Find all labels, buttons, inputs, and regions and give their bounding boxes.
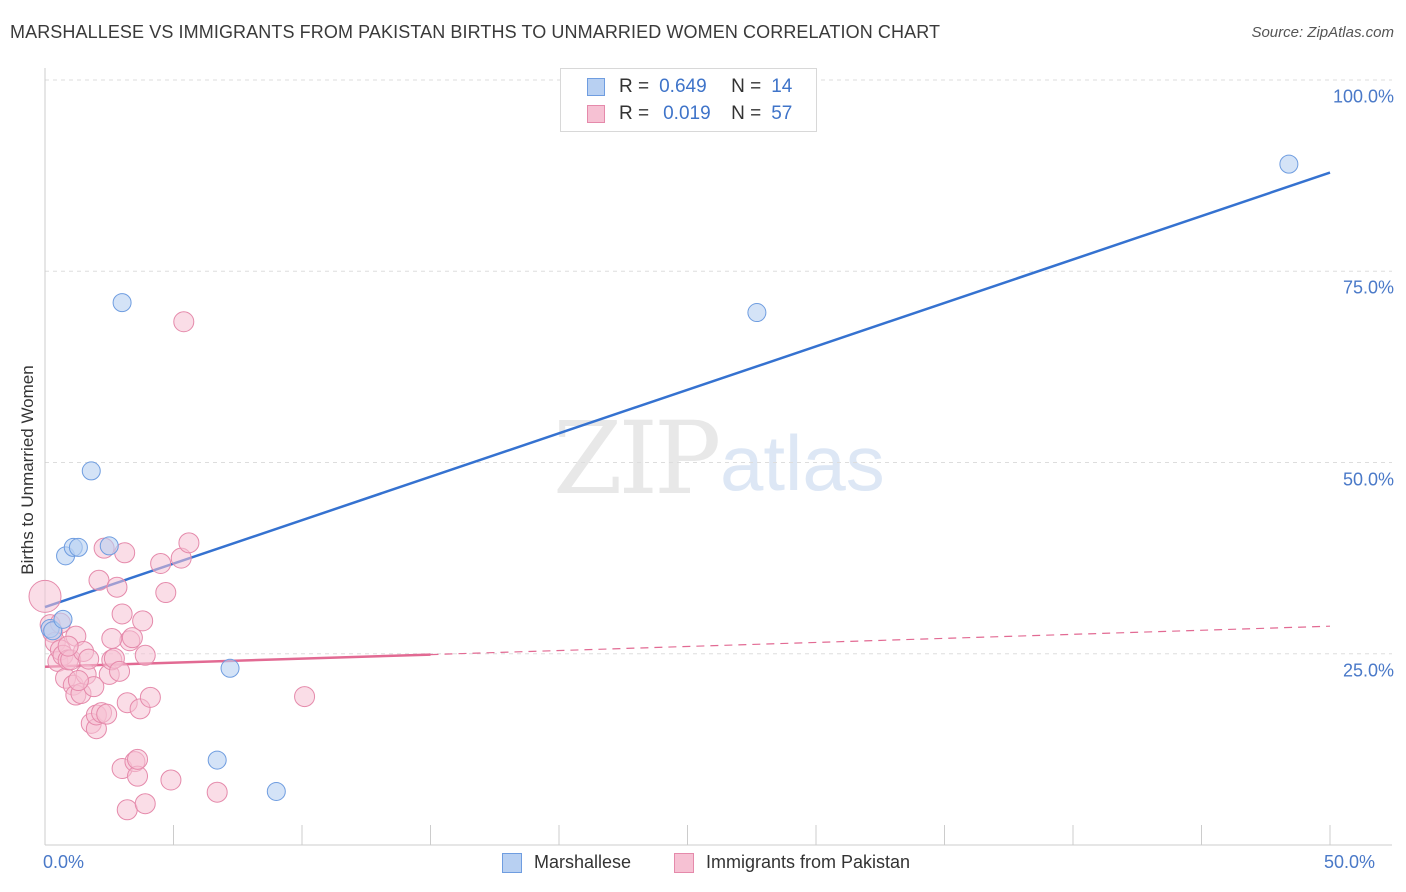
legend-n-value: 57 — [771, 103, 793, 124]
y-tick-label: 25.0% — [1342, 660, 1394, 681]
marshallese-point — [68, 537, 88, 557]
axes — [44, 68, 1392, 846]
x-tick-label-min: 0.0% — [43, 852, 85, 872]
pakistan-point — [134, 793, 156, 815]
pakistan-point — [106, 576, 128, 598]
bottom-legend-label: Marshallese — [534, 852, 632, 872]
pakistan-point — [150, 552, 172, 574]
marshallese-point — [1279, 154, 1299, 174]
x-tick-label-max: 50.0% — [1324, 852, 1376, 872]
pakistan-point — [109, 660, 131, 682]
pakistan-point — [121, 627, 143, 649]
pakistan-point — [155, 582, 177, 604]
y-tick-label: 50.0% — [1342, 469, 1394, 489]
pakistan-point — [111, 603, 133, 625]
marshallese-point — [747, 303, 767, 323]
pakistan-point — [173, 311, 195, 333]
watermark-zip: ZIP — [553, 400, 721, 517]
bottom-legend-marshallese: Marshallese — [502, 852, 631, 873]
marshallese-point — [99, 536, 119, 556]
bottom-legend-pakistan: Immigrants from Pakistan — [674, 852, 910, 873]
bottom-legend-label: Immigrants from Pakistan — [706, 852, 911, 872]
y-tick-label: 100.0% — [1332, 86, 1394, 107]
legend-n-value: 14 — [771, 76, 793, 97]
legend-row-pakistan: R = 0.019 N = 57 — [587, 102, 792, 126]
pakistan-point — [67, 670, 89, 692]
pakistan-point — [57, 635, 79, 657]
pakistan-point — [101, 627, 123, 649]
marshallese-point — [53, 609, 73, 629]
pakistan-point — [116, 799, 138, 821]
trend-lines — [44, 171, 1331, 669]
legend-n-label: N = — [731, 76, 762, 97]
pakistan-point — [294, 686, 316, 708]
legend-r-label: R = — [619, 76, 650, 97]
pakistan-point — [134, 644, 156, 666]
gridlines — [45, 79, 1392, 655]
pakistan-trend-line-dashed — [430, 625, 1331, 656]
y-axis-label: Births to Unmarried Women — [18, 365, 37, 575]
pakistan-point — [28, 579, 62, 613]
correlation-legend: R = 0.649 N = 14 R = 0.019 N = 57 — [560, 68, 817, 132]
pakistan-point — [96, 703, 118, 725]
pakistan-point — [206, 781, 228, 803]
marshallese-trend-line — [44, 171, 1331, 609]
legend-n-label: N = — [731, 103, 762, 124]
marshallese-swatch — [587, 78, 605, 96]
pakistan-swatch — [587, 105, 605, 123]
pakistan-point — [160, 769, 182, 791]
pakistan-point — [88, 569, 110, 591]
pakistan-point — [139, 686, 161, 708]
legend-r-value: 0.019 — [663, 103, 711, 124]
y-tick-label: 75.0% — [1342, 277, 1394, 298]
data-points — [28, 154, 1299, 821]
source-label: Source: ZipAtlas.com — [1251, 24, 1394, 41]
marshallese-swatch — [502, 852, 522, 873]
watermark-atlas: atlas — [720, 419, 885, 507]
marshallese-point — [112, 293, 132, 313]
pakistan-point — [78, 648, 100, 670]
marshallese-point — [266, 781, 286, 801]
marshallese-point — [81, 461, 101, 481]
pakistan-point — [132, 610, 154, 632]
pakistan-point — [178, 532, 200, 554]
legend-r-label: R = — [619, 103, 650, 124]
pakistan-point — [127, 748, 149, 770]
legend-r-value: 0.649 — [659, 76, 707, 97]
marshallese-point — [220, 658, 240, 678]
chart-title: MARSHALLESE VS IMMIGRANTS FROM PAKISTAN … — [10, 22, 941, 42]
pakistan-swatch — [674, 852, 694, 873]
marshallese-point — [207, 750, 227, 770]
legend-row-marshallese: R = 0.649 N = 14 — [587, 75, 792, 99]
